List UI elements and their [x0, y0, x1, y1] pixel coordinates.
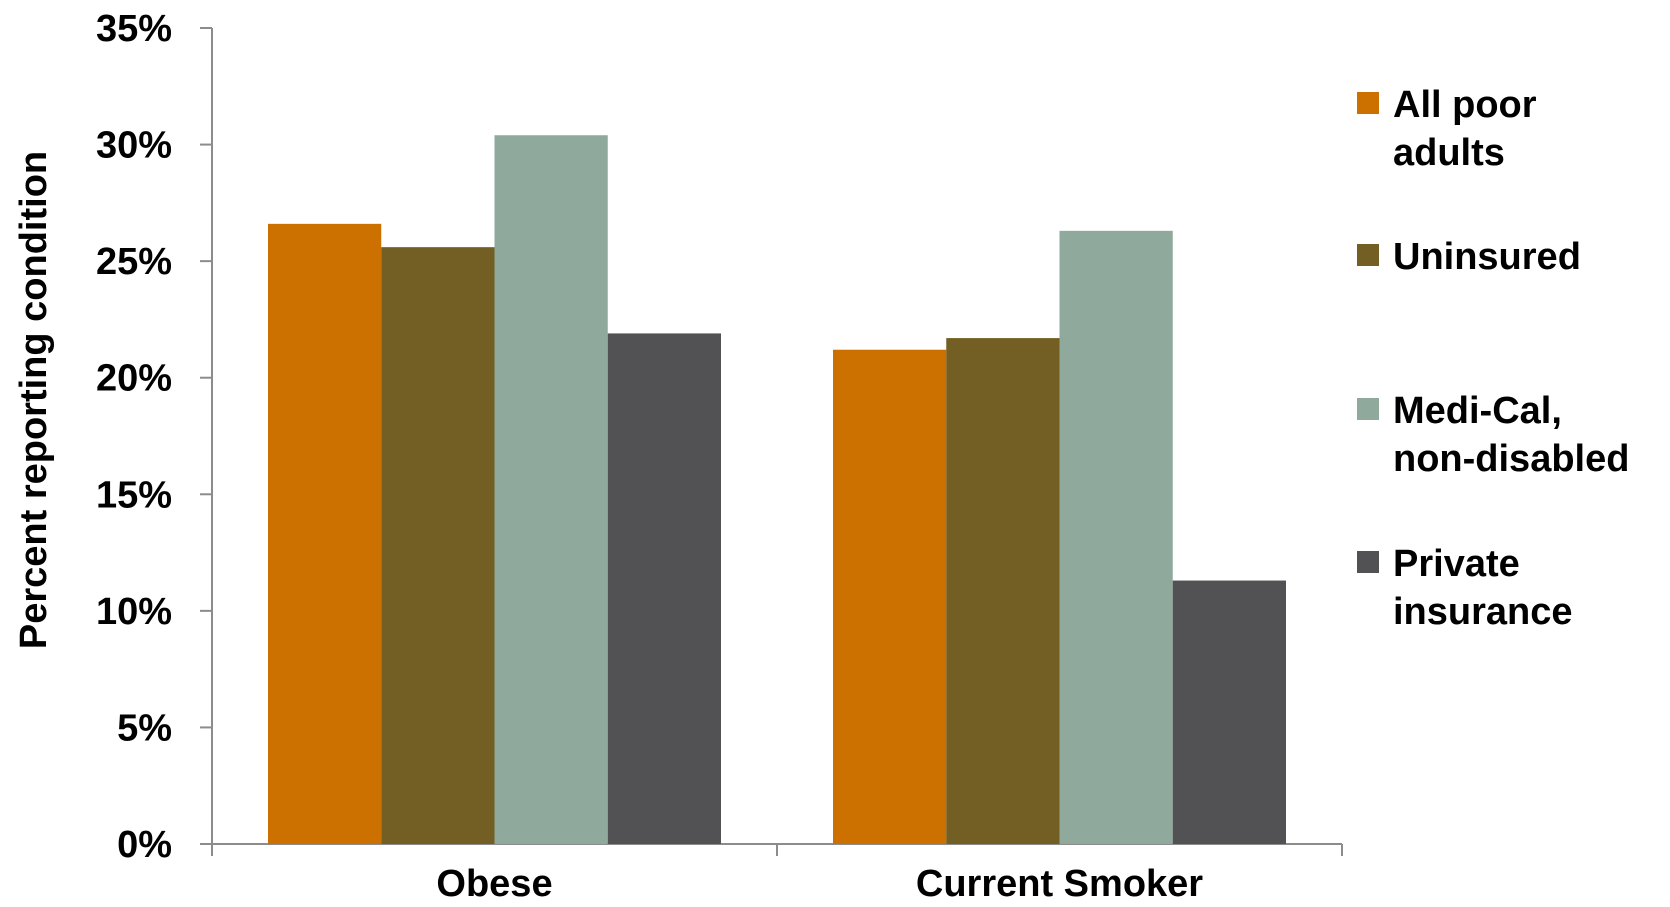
bar — [607, 333, 721, 844]
x-category-label: Current Smoker — [916, 863, 1203, 905]
legend-label: insurance — [1393, 591, 1573, 633]
bar — [1172, 580, 1286, 844]
bars — [268, 135, 1286, 845]
legend-swatch — [1357, 244, 1379, 266]
legend-item: Private insurance — [1357, 543, 1573, 633]
bar — [494, 135, 608, 844]
y-tick-label: 35% — [96, 8, 172, 50]
y-axis-ticks: 0% 5% 10% 15% 20% 25% 30% 35% — [96, 8, 212, 866]
bar — [946, 338, 1060, 844]
y-tick-label: 0% — [117, 824, 172, 866]
bar — [381, 247, 495, 844]
y-tick-label: 5% — [117, 707, 172, 749]
legend-swatch — [1357, 551, 1379, 573]
y-tick-label: 10% — [96, 591, 172, 633]
y-tick-label: 30% — [96, 125, 172, 167]
legend: All poor adults Uninsured Medi-Cal, non-disa… — [1357, 84, 1629, 633]
y-tick-label: 20% — [96, 358, 172, 400]
y-axis-title: Percent reporting condition — [13, 151, 55, 649]
x-category-label: Obese — [436, 863, 552, 905]
legend-label: adults — [1393, 132, 1505, 174]
legend-item: Medi-Cal, non-disabled — [1357, 390, 1629, 480]
legend-label: non-disabled — [1393, 438, 1629, 480]
legend-item: All poor adults — [1357, 84, 1537, 174]
legend-label: All poor — [1393, 84, 1537, 126]
bar — [268, 223, 382, 845]
bar — [833, 349, 947, 844]
legend-swatch — [1357, 92, 1379, 114]
y-tick-label: 25% — [96, 241, 172, 283]
x-axis-labels: Obese Current Smoker — [436, 863, 1203, 905]
legend-label: Private — [1393, 543, 1520, 585]
bar — [1059, 230, 1173, 844]
legend-label: Medi-Cal, — [1393, 390, 1562, 432]
y-tick-label: 15% — [96, 474, 172, 516]
legend-swatch — [1357, 398, 1379, 420]
legend-label: Uninsured — [1393, 236, 1581, 278]
legend-item: Uninsured — [1357, 236, 1581, 278]
